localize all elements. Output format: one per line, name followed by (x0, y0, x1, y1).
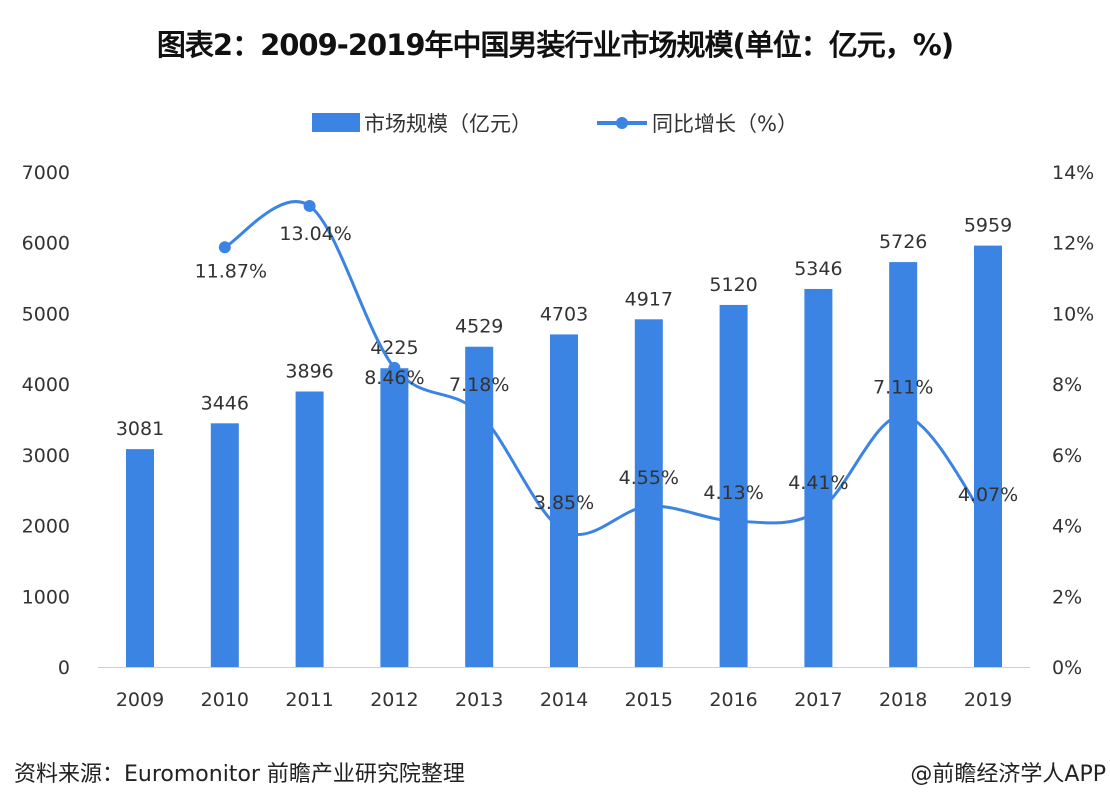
x-axis-tick: 2019 (964, 689, 1012, 711)
right-axis-tick: 0% (1052, 657, 1082, 679)
bar-2014 (550, 334, 578, 667)
bar-data-label: 3896 (285, 360, 333, 382)
legend-bar-swatch (312, 113, 360, 132)
right-axis-tick: 2% (1052, 586, 1082, 608)
bar-2009 (126, 449, 154, 667)
x-axis-tick: 2009 (116, 689, 164, 711)
x-axis-tick: 2013 (455, 689, 503, 711)
growth-marker-2010 (218, 241, 231, 254)
bar-2013 (465, 346, 494, 667)
bar-2017 (804, 288, 833, 667)
bar-2010 (210, 423, 239, 667)
line-data-label: 4.41% (788, 472, 848, 494)
bar-data-label: 5726 (879, 231, 927, 253)
bar-data-label: 4225 (370, 337, 418, 359)
bar-2012 (380, 368, 409, 667)
left-axis-tick: 7000 (22, 162, 70, 184)
growth-marker-2012 (388, 361, 401, 374)
bar-data-label: 5120 (709, 274, 757, 296)
legend-line-marker (616, 117, 628, 129)
right-axis-tick: 10% (1052, 303, 1094, 325)
right-axis-tick: 8% (1052, 374, 1082, 396)
bar-2018 (889, 262, 918, 667)
legend-bar-label: 市场规模（亿元） (364, 112, 532, 136)
left-axis-tick: 6000 (22, 233, 70, 255)
growth-line (224, 200, 990, 537)
x-axis-tick: 2018 (879, 689, 927, 711)
left-axis-tick: 5000 (22, 303, 70, 325)
line-data-label: 7.18% (449, 374, 509, 396)
bar-data-label: 4917 (625, 288, 673, 310)
bar-2016 (719, 304, 748, 667)
bar-data-label: 5346 (794, 258, 842, 280)
left-axis-tick: 1000 (22, 586, 70, 608)
right-axis-tick: 4% (1052, 516, 1082, 538)
x-axis-tick: 2010 (201, 689, 249, 711)
line-data-label: 4.13% (703, 482, 763, 504)
chart-title: 图表2：2009-2019年中国男装行业市场规模(单位：亿元，%) (156, 28, 954, 62)
left-axis-tick: 3000 (22, 445, 70, 467)
x-axis-tick: 2017 (794, 689, 842, 711)
bar-2015 (634, 319, 663, 667)
x-axis-tick: 2014 (540, 689, 588, 711)
right-axis-tick: 12% (1052, 233, 1094, 255)
x-axis-tick: 2016 (709, 689, 757, 711)
right-axis-tick: 6% (1052, 445, 1082, 467)
x-axis-tick: 2012 (370, 689, 418, 711)
bar-data-label: 4529 (455, 316, 503, 338)
bar-data-label: 3446 (201, 392, 249, 414)
bar-data-label: 3081 (116, 418, 164, 440)
x-axis-tick: 2015 (625, 689, 673, 711)
right-axis-tick: 14% (1052, 162, 1094, 184)
line-data-label: 4.07% (958, 484, 1018, 506)
bar-data-label: 5959 (964, 215, 1012, 237)
line-data-label: 11.87% (195, 260, 267, 282)
left-axis-tick: 0 (58, 657, 70, 679)
line-data-label: 4.55% (619, 467, 679, 489)
growth-marker-2011 (303, 199, 316, 212)
bar-2019 (974, 245, 1002, 667)
legend-line-label: 同比增长（%） (652, 112, 798, 136)
line-data-label: 7.11% (873, 377, 933, 399)
x-axis-tick: 2011 (285, 689, 333, 711)
source-note: 资料来源：Euromonitor 前瞻产业研究院整理 (14, 762, 465, 787)
left-axis-tick: 4000 (22, 374, 70, 396)
left-axis-tick: 2000 (22, 516, 70, 538)
credit: @前瞻经济学人APP (910, 762, 1106, 787)
bar-2011 (295, 391, 324, 667)
line-data-label: 13.04% (279, 223, 351, 245)
line-data-label: 8.46% (364, 367, 424, 389)
line-data-label: 3.85% (534, 492, 594, 514)
bar-data-label: 4703 (540, 303, 588, 325)
